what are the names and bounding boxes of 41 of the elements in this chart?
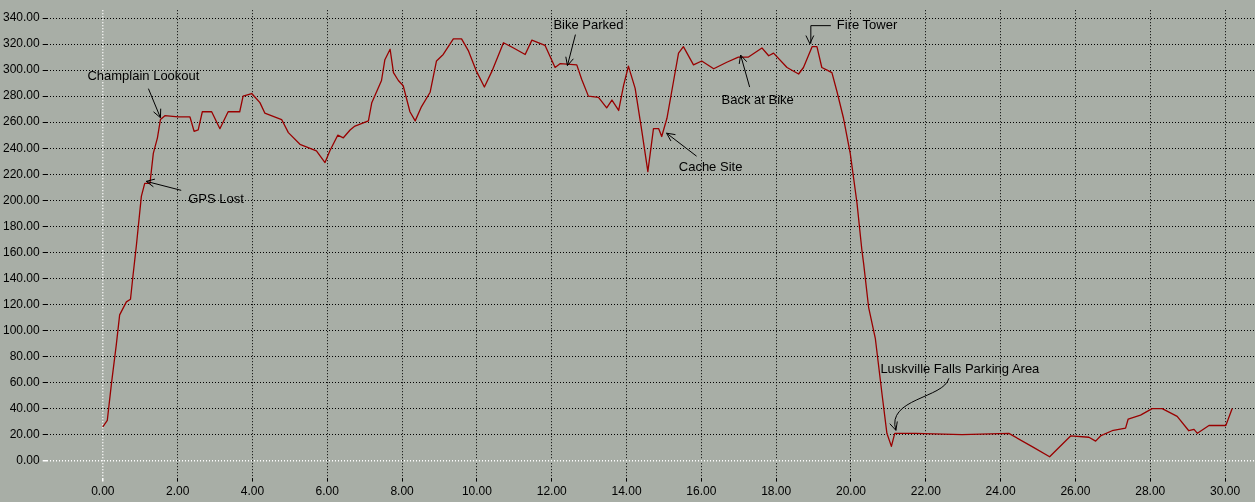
x-tick-label: 2.00 [165,484,190,499]
annotation: Luskville Falls Parking Area [880,360,1041,376]
y-tick-label: 340.00 [3,10,41,25]
x-tick-label: 12.00 [536,484,568,499]
y-tick-label: 280.00 [3,88,41,103]
x-tick-label: 4.00 [240,484,265,499]
y-tick-label: 40.00 [9,400,41,415]
y-tick-label: 220.00 [3,166,41,181]
annotation: Back at Bike [721,91,794,107]
y-tick-label: 300.00 [3,62,41,77]
annotation: GPS Lost [188,190,245,206]
x-tick-label: 8.00 [390,484,415,499]
y-tick-label: 0.00 [16,452,41,467]
x-tick-label: 22.00 [910,484,942,499]
x-tick-label: 16.00 [686,484,717,499]
y-tick-label: 240.00 [3,140,41,155]
annotation: Bike Parked [553,17,624,33]
y-tick-label: 20.00 [9,426,41,441]
y-tick-label: 180.00 [3,218,41,233]
annotation: Fire Tower [836,17,898,33]
x-tick-label: 24.00 [985,484,1016,499]
x-tick-label: 14.00 [611,484,642,499]
x-tick-label: 30.00 [1210,484,1241,499]
y-tick-label: 140.00 [3,270,41,285]
y-tick-label: 260.00 [3,114,41,129]
y-tick-label: 80.00 [9,348,41,363]
annotation: Champlain Lookout [87,68,200,84]
annotation: Cache Site [678,158,743,174]
y-tick-label: 120.00 [3,296,41,311]
y-tick-label: 160.00 [3,244,41,259]
x-tick-label: 28.00 [1135,484,1166,499]
x-tick-label: 0.00 [91,484,115,499]
x-tick-label: 10.00 [461,484,493,499]
x-tick-label: 20.00 [835,484,867,499]
y-tick-label: 320.00 [3,36,41,51]
x-tick-label: 26.00 [1060,484,1091,499]
y-tick-label: 100.00 [3,322,41,337]
x-tick-label: 18.00 [761,484,792,499]
y-tick-label: 200.00 [3,192,41,207]
x-tick-label: 6.00 [315,484,340,499]
y-tick-label: 60.00 [9,374,41,389]
